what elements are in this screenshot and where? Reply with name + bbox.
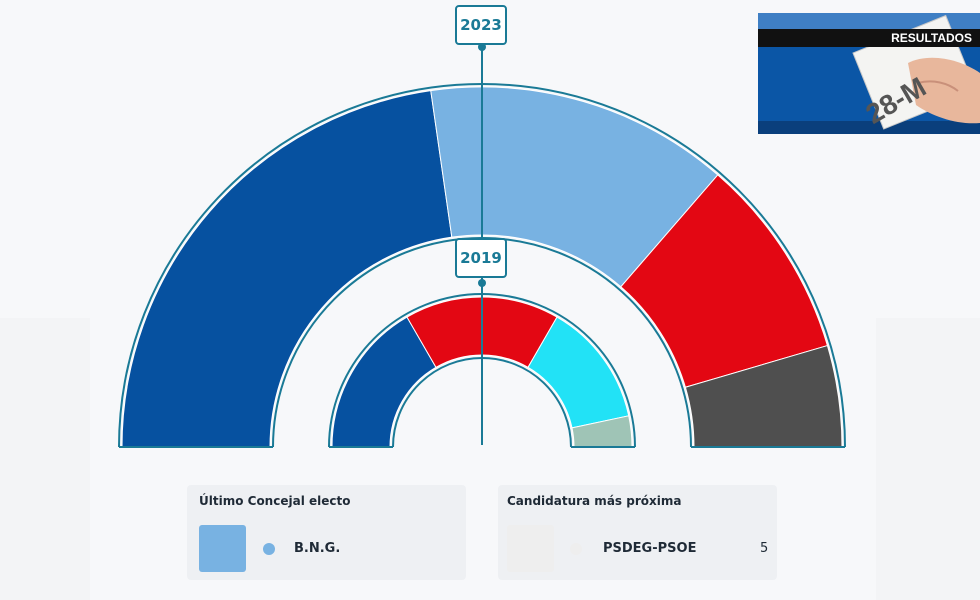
next-candidate-value: 5 bbox=[760, 541, 769, 556]
last-elected-card: Último Concejal electo B.N.G. bbox=[187, 485, 466, 580]
hemicycle-chart bbox=[118, 43, 846, 448]
party-dot-icon bbox=[263, 543, 275, 555]
hemicycle-2023-segment[interactable] bbox=[430, 86, 719, 288]
results-banner: RESULTADOS bbox=[758, 29, 980, 47]
party-dot-icon bbox=[570, 543, 582, 555]
year-label-2023[interactable]: 2023 bbox=[455, 5, 507, 45]
next-candidate-card: Candidatura más próxima PSDEG-PSOE 5 bbox=[498, 485, 777, 580]
last-elected-title: Último Concejal electo bbox=[199, 494, 351, 508]
party-color-swatch bbox=[507, 525, 554, 572]
party-color-swatch bbox=[199, 525, 246, 572]
year-marker-2019 bbox=[478, 279, 486, 287]
year-label-2019[interactable]: 2019 bbox=[455, 238, 507, 278]
hemicycle-2023 bbox=[118, 83, 846, 448]
last-elected-party: B.N.G. bbox=[294, 541, 341, 556]
year-marker-2023 bbox=[478, 43, 486, 51]
next-candidate-title: Candidatura más próxima bbox=[507, 494, 682, 508]
next-candidate-party: PSDEG-PSOE bbox=[603, 541, 697, 556]
hemicycle-2023-segment[interactable] bbox=[121, 90, 453, 448]
results-thumbnail[interactable]: 28-M RESULTADOS bbox=[758, 13, 980, 134]
